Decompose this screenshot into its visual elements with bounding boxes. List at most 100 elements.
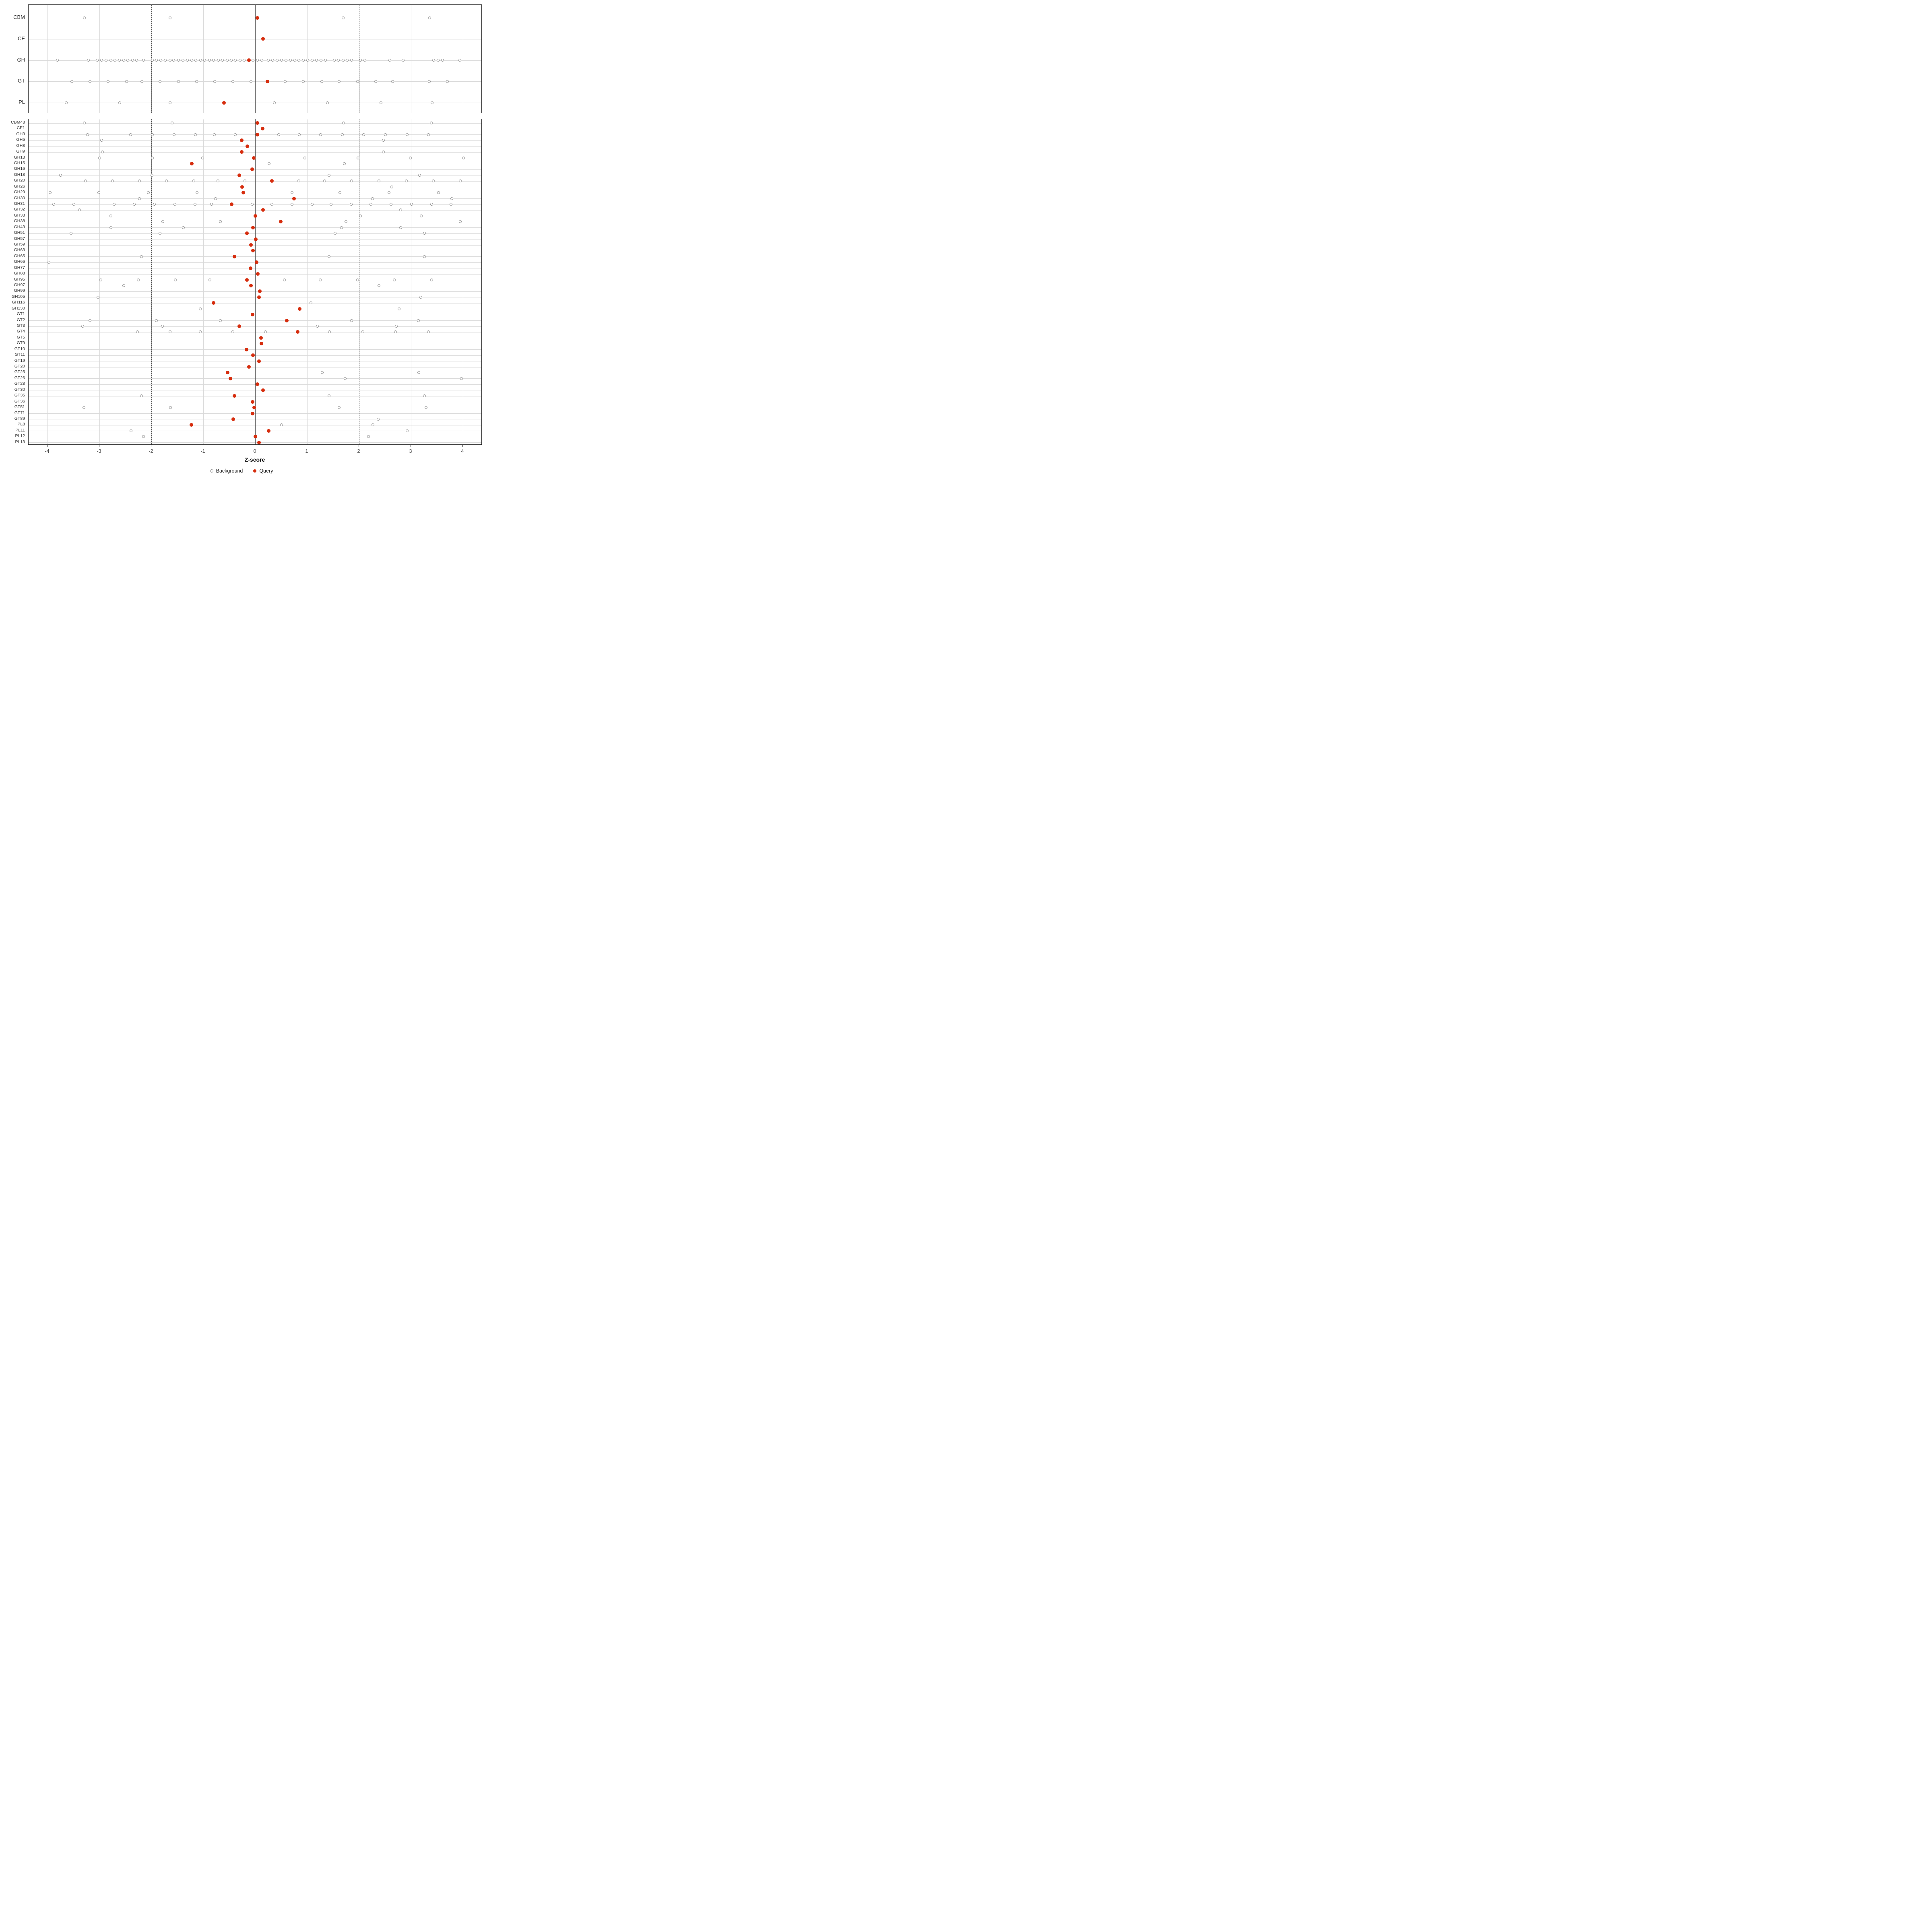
background-point	[210, 203, 213, 206]
background-point	[341, 133, 344, 136]
background-point	[450, 197, 454, 200]
background-point	[136, 330, 139, 334]
background-point	[132, 203, 136, 206]
query-point	[259, 336, 263, 340]
background-point	[212, 59, 215, 62]
background-point	[83, 16, 86, 19]
dashed-reference-line	[151, 119, 152, 444]
background-point	[271, 59, 275, 62]
row-label: GT51	[14, 405, 25, 410]
background-point	[250, 80, 253, 83]
gridline	[29, 442, 481, 443]
background-point	[256, 59, 259, 62]
row-label: CBM	[13, 14, 25, 20]
query-point	[255, 382, 259, 386]
row-label: GH30	[14, 195, 25, 200]
background-point	[98, 156, 101, 159]
background-point	[319, 133, 322, 136]
query-point	[255, 16, 259, 20]
background-point	[208, 278, 212, 281]
background-point	[430, 203, 433, 206]
background-point	[96, 295, 99, 299]
row-label: GH88	[14, 271, 25, 276]
query-point	[251, 313, 255, 317]
background-point	[213, 133, 216, 136]
query-point	[256, 272, 260, 276]
background-point	[89, 80, 92, 83]
background-point	[315, 59, 318, 62]
background-point	[84, 180, 87, 183]
axis-tick-label: -2	[149, 448, 153, 454]
legend-item-background: Background	[210, 468, 243, 474]
background-point	[402, 59, 405, 62]
background-point	[431, 101, 434, 104]
query-point	[255, 260, 259, 264]
background-point	[70, 80, 74, 83]
query-point	[245, 278, 249, 282]
background-point	[342, 122, 345, 124]
background-point	[329, 203, 332, 206]
gridline	[99, 5, 100, 113]
row-label: GH5	[16, 137, 25, 142]
row-label: GT10	[14, 346, 25, 351]
background-point	[320, 371, 324, 374]
axis-tick-label: 3	[409, 448, 412, 454]
background-point	[114, 59, 117, 62]
background-point	[195, 80, 198, 83]
query-point	[241, 191, 245, 195]
background-point	[391, 80, 394, 83]
background-point	[320, 80, 323, 83]
gridline	[29, 152, 481, 153]
row-label: GH26	[14, 184, 25, 189]
background-point	[168, 16, 171, 19]
row-label: PL11	[15, 427, 25, 433]
background-point	[99, 278, 103, 281]
background-point	[140, 80, 144, 83]
background-point	[302, 80, 305, 83]
background-point	[182, 226, 185, 229]
open-circle-icon	[210, 469, 213, 473]
background-point	[397, 307, 400, 310]
background-point	[341, 59, 345, 62]
background-point	[118, 101, 121, 104]
gridline	[29, 60, 481, 61]
axis-tick-label: -4	[45, 448, 50, 454]
background-point	[270, 203, 273, 206]
query-point	[296, 330, 300, 334]
background-point	[359, 214, 362, 217]
background-point	[374, 80, 377, 83]
gridline	[29, 355, 481, 356]
background-point	[201, 156, 204, 159]
row-label: GH63	[14, 248, 25, 253]
background-point	[105, 59, 108, 62]
background-point	[350, 59, 353, 62]
query-point	[237, 173, 241, 177]
background-point	[377, 180, 380, 183]
gridline	[29, 210, 481, 211]
background-point	[151, 156, 154, 159]
row-label: GH29	[14, 190, 25, 195]
background-point	[173, 203, 176, 206]
background-point	[418, 173, 421, 177]
background-point	[131, 59, 134, 62]
row-label: GT9	[17, 341, 25, 346]
axis-tick-label: -3	[97, 448, 101, 454]
axis-tick	[462, 445, 463, 447]
query-point	[212, 301, 216, 305]
background-point	[159, 59, 162, 62]
gridline	[29, 140, 481, 141]
query-point	[251, 400, 255, 404]
background-point	[173, 133, 176, 136]
query-point	[253, 214, 257, 218]
query-point	[252, 406, 256, 410]
query-point	[251, 353, 255, 357]
background-point	[309, 301, 312, 305]
background-point	[140, 394, 143, 398]
background-point	[230, 59, 233, 62]
background-point	[260, 59, 264, 62]
background-point	[449, 203, 452, 206]
background-point	[350, 319, 353, 322]
top-panel-class-level	[28, 4, 482, 113]
background-point	[359, 59, 362, 62]
background-point	[159, 80, 162, 83]
